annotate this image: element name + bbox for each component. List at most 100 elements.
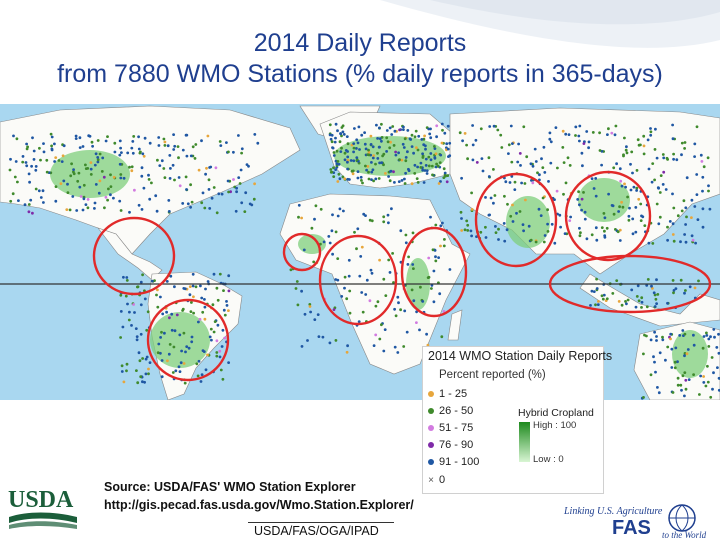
station-dot [192, 311, 196, 315]
station-dot [201, 310, 205, 314]
station-dot [332, 175, 336, 178]
station-dot [197, 168, 201, 172]
station-dot [124, 294, 128, 298]
station-dot [680, 153, 683, 157]
station-dot [433, 147, 437, 150]
station-dot [380, 323, 383, 327]
station-dot [671, 137, 675, 141]
station-dot [345, 350, 349, 354]
station-dot [376, 157, 380, 160]
station-dot [630, 288, 634, 292]
station-dot [492, 201, 495, 205]
station-dot [253, 182, 256, 186]
station-dot [425, 332, 428, 336]
circle-northern-south-america [92, 216, 176, 296]
station-dot [171, 371, 175, 374]
station-dot [100, 170, 104, 173]
station-dot [54, 185, 58, 188]
station-dot [594, 226, 598, 230]
station-dot [223, 313, 227, 317]
station-dot [432, 300, 436, 304]
cropland-gradient-bar [519, 422, 530, 462]
station-dot [484, 236, 488, 239]
station-dot [109, 193, 112, 197]
station-dot [541, 196, 545, 200]
station-dot [666, 225, 669, 229]
station-dot [657, 391, 661, 395]
station-dot [440, 122, 444, 126]
station-dot [627, 218, 631, 222]
station-dot [653, 305, 657, 308]
station-dot [371, 145, 375, 149]
station-dot [148, 141, 152, 145]
page-title: 2014 Daily Reports from 7880 WMO Station… [0, 28, 720, 90]
station-dot [377, 145, 381, 149]
station-dot [416, 148, 420, 152]
station-dot [345, 297, 349, 301]
station-dot [702, 375, 705, 378]
legend-dot-icon [428, 408, 434, 415]
station-dot [388, 126, 392, 130]
station-dot [671, 123, 674, 127]
station-dot [606, 133, 609, 136]
legend-dot-icon [428, 442, 434, 449]
station-dot [381, 154, 384, 158]
station-dot [625, 145, 628, 149]
station-dot [656, 293, 660, 296]
station-dot [578, 203, 581, 207]
station-dot [687, 378, 691, 381]
station-dot [436, 164, 440, 168]
station-dot [177, 365, 181, 369]
station-dot [200, 201, 204, 205]
station-dot [672, 152, 675, 156]
station-dot [328, 241, 332, 245]
station-dot [684, 223, 687, 226]
station-dot [605, 297, 609, 301]
station-dot [208, 207, 212, 210]
station-dot [215, 286, 219, 290]
station-dot [94, 152, 98, 156]
station-dot [596, 303, 600, 306]
station-dot [66, 191, 70, 194]
station-dot [423, 134, 426, 138]
station-dot [31, 136, 34, 140]
station-dot [612, 212, 616, 216]
station-dot [707, 184, 710, 188]
station-dot [348, 311, 352, 315]
station-dot [415, 177, 419, 180]
station-dot [446, 147, 450, 151]
footer-label: USDA/FAS/OGA/IPAD [254, 524, 379, 538]
station-dot [308, 303, 312, 306]
station-dot [143, 136, 147, 140]
legend-dot-icon [428, 459, 434, 466]
station-dot [371, 168, 375, 172]
station-dot [636, 284, 640, 288]
station-dot [531, 181, 535, 185]
station-dot [448, 268, 452, 271]
station-dot [380, 139, 383, 143]
station-dot [488, 125, 492, 128]
station-dot [445, 180, 449, 184]
station-dot [119, 209, 123, 212]
station-dot [576, 198, 580, 201]
station-dot [585, 237, 589, 241]
station-dot [398, 158, 401, 162]
station-dot [60, 160, 64, 163]
station-dot [75, 209, 79, 212]
station-dot [119, 176, 123, 180]
station-dot [426, 343, 430, 347]
station-dot [147, 173, 150, 177]
station-dot [106, 198, 109, 202]
station-dot [42, 142, 45, 145]
station-dot [561, 146, 565, 149]
station-dot [235, 186, 239, 190]
source-url: http://gis.pecad.fas.usda.gov/Wmo.Statio… [104, 498, 414, 512]
station-dot [543, 171, 547, 174]
station-dot [434, 255, 437, 259]
station-dot [330, 229, 334, 233]
station-dot [433, 249, 437, 252]
station-dot [529, 238, 533, 242]
station-dot [314, 204, 318, 208]
station-dot [368, 299, 372, 303]
station-dot [602, 293, 606, 297]
